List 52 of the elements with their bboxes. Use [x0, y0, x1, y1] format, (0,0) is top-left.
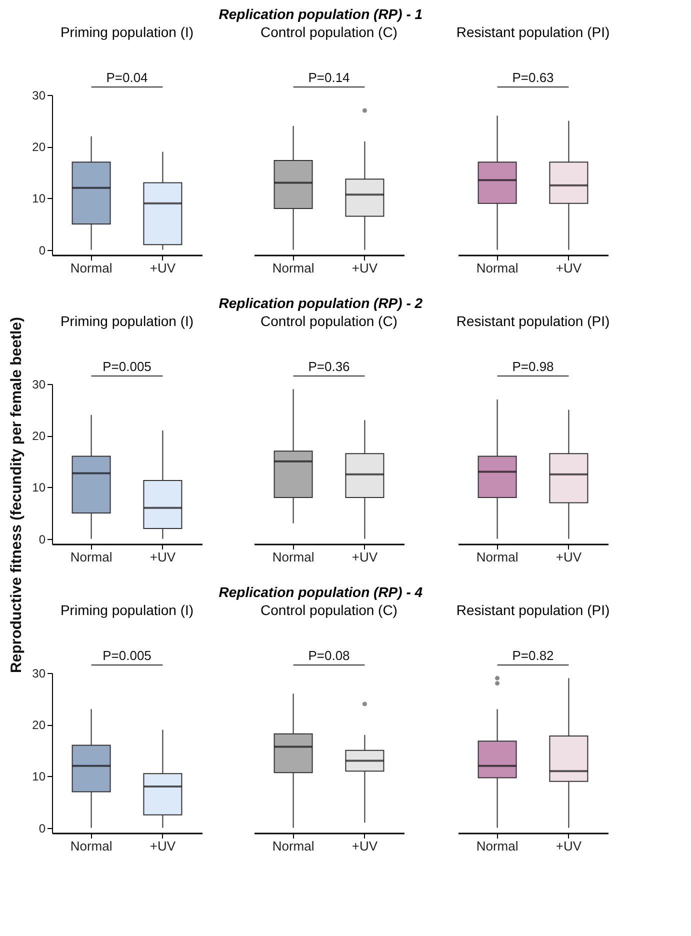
y-tick-label: 30 — [32, 378, 46, 392]
x-tick-label: Normal — [272, 260, 314, 276]
chart-title: Resistant population (PI) — [456, 313, 610, 329]
y-tick-label: 20 — [32, 140, 46, 154]
x-tick-label: +UV — [556, 550, 582, 564]
x-tick-label: +UV — [150, 260, 176, 276]
y-tick-label: 10 — [32, 480, 46, 495]
chart-subtitle: Replication population (RP) - 1 — [218, 6, 423, 22]
chart-title: Priming population (I) — [60, 24, 194, 40]
text: P=0.63 — [512, 70, 554, 85]
text: P=0.98 — [512, 359, 554, 374]
x-tick-label: +UV — [352, 260, 378, 276]
chart-title: Priming population (I) — [60, 602, 194, 618]
x-tick-label: +UV — [556, 838, 582, 854]
x-tick-label: Normal — [476, 550, 518, 564]
chart-title: Resistant population (PI) — [456, 24, 610, 40]
text: P=0.14 — [308, 70, 350, 85]
y-tick-label: 30 — [32, 666, 46, 680]
x-tick-label: Normal — [70, 260, 112, 276]
y-tick-label: 0 — [38, 243, 46, 258]
y-tick-label: 30 — [32, 88, 46, 102]
text: P=0.005 — [102, 359, 152, 374]
x-tick-label: Normal — [476, 838, 518, 854]
x-tick-label: +UV — [352, 838, 378, 854]
chart-title: Control population (C) — [260, 602, 398, 618]
x-tick-label: Normal — [272, 550, 314, 564]
x-tick-label: +UV — [352, 550, 378, 564]
y-axis-title: Reproductive fitness (fecundity per female beetle) — [8, 317, 25, 673]
x-tick-label: +UV — [556, 260, 582, 276]
x-tick-label: Normal — [476, 260, 518, 276]
y-tick-label: 20 — [32, 718, 46, 732]
x-tick-label: +UV — [150, 838, 176, 854]
text: P=0.36 — [308, 359, 350, 374]
text: P=0.04 — [106, 70, 148, 85]
chart-title: Priming population (I) — [60, 313, 194, 329]
y-tick-label: 0 — [38, 532, 46, 546]
chart-title: Control population (C) — [260, 24, 398, 40]
text: P=0.08 — [308, 648, 350, 663]
chart-subtitle: Replication population (RP) - 2 — [218, 295, 423, 311]
y-tick-label: 20 — [32, 429, 46, 444]
y-tick-label: 10 — [32, 770, 46, 784]
text: P=0.82 — [512, 648, 554, 663]
x-tick-label: Normal — [70, 550, 112, 564]
x-tick-label: +UV — [150, 550, 176, 564]
x-tick-label: Normal — [70, 838, 112, 854]
text: P=0.005 — [102, 648, 152, 663]
chart-title: Control population (C) — [260, 313, 398, 329]
chart-title: Resistant population (PI) — [456, 602, 610, 618]
chart-subtitle: Replication population (RP) - 4 — [218, 584, 423, 600]
x-tick-label: Normal — [272, 838, 314, 854]
y-tick-label: 0 — [38, 821, 46, 836]
y-tick-label: 10 — [32, 192, 46, 206]
